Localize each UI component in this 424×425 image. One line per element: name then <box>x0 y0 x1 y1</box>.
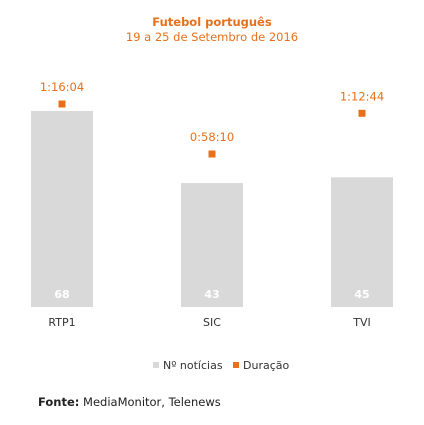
legend-swatch-noticias <box>153 362 159 368</box>
source-note: Fonte: MediaMonitor, Telenews <box>38 395 221 409</box>
bar-sic <box>181 183 243 307</box>
duration-marker <box>58 100 66 108</box>
bar-value-label: 68 <box>54 288 69 301</box>
bar-value-label: 45 <box>354 288 369 301</box>
x-tick-label: TVI <box>352 316 371 329</box>
legend-label-noticias: Nº notícias <box>163 359 223 372</box>
bar-tvi <box>331 177 393 307</box>
duration-marker <box>358 109 366 117</box>
duration-value-label: 0:58:10 <box>190 130 234 144</box>
legend: Nº notícias Duração <box>153 359 289 372</box>
duration-marker <box>208 150 216 158</box>
duration-value-label: 1:12:44 <box>340 89 384 103</box>
legend-label-duracao: Duração <box>243 359 289 372</box>
chart-subtitle: 19 a 25 de Setembro de 2016 <box>126 30 298 44</box>
x-tick-label: RTP1 <box>48 316 75 329</box>
chart-title: Futebol português <box>152 15 272 29</box>
source-label: Fonte: <box>38 395 80 409</box>
x-tick-label: SIC <box>203 316 221 329</box>
bar-rtp1 <box>31 111 93 307</box>
legend-swatch-duracao <box>233 362 239 368</box>
bar-value-label: 43 <box>204 288 219 301</box>
source-text: MediaMonitor, Telenews <box>83 395 221 409</box>
plot-area: 68 1:16:04 RTP1 43 0:58:10 SIC 45 1:12:44 TVI <box>31 80 393 329</box>
duration-value-label: 1:16:04 <box>40 80 84 94</box>
